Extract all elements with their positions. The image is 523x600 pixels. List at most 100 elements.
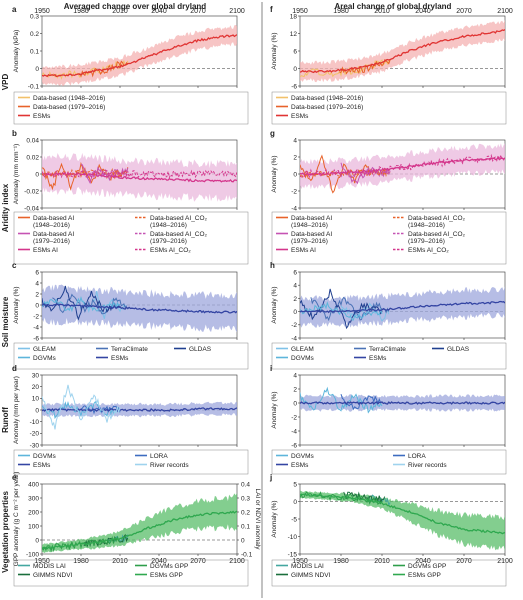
row-title-aridity: Aridity index — [1, 183, 10, 232]
legend-sublabel: (1948–2016) — [33, 222, 70, 229]
series-line-esms-ai — [42, 172, 237, 183]
legend-label: Data-based (1979–2016) — [33, 104, 105, 111]
legend-box — [13, 91, 249, 125]
legend-label: GLDAS — [447, 346, 470, 353]
y-tick-label: 300 — [28, 495, 39, 502]
legend-label: GLEAM — [291, 346, 314, 353]
panel-letter-f: f — [270, 5, 273, 14]
series-line-dgvms-gpp — [300, 491, 383, 505]
x-tick-label-bottom: 1980 — [333, 558, 349, 565]
series-line-data-based-ai-co-1979-2016- — [340, 168, 391, 178]
y-tick-label-right: 0 — [241, 537, 245, 544]
y-tick-label: -4 — [291, 205, 297, 212]
y-tick-label-right: 0.1 — [241, 523, 250, 530]
x-tick-label-top: 2040 — [151, 8, 167, 15]
y-tick-label: 4 — [293, 137, 297, 144]
y-tick-label: -2 — [291, 414, 297, 421]
y-tick-label: -4 — [33, 324, 39, 331]
x-tick-label-bottom: 2010 — [112, 558, 128, 565]
series-line-esms — [300, 300, 505, 314]
x-tick-label-top: 2070 — [456, 8, 472, 15]
y-tick-label: 400 — [28, 481, 39, 488]
y-tick-label: 0.3 — [30, 13, 39, 20]
x-tick-label-top: 2010 — [112, 8, 128, 15]
series-line-gldas — [300, 288, 383, 330]
legend-sublabel: (1948–2016) — [291, 222, 328, 229]
y-tick-label: -20 — [30, 431, 40, 438]
y-tick-label: -4 — [291, 335, 297, 342]
y-axis-label: Anomaly (kPa) — [13, 30, 20, 73]
row-title-vegetation: Vegetation properties — [1, 491, 10, 573]
panel-f: f 1950 1980 2010 2040 2070 2100 -6 0 6 12 18 Anomaly… — [270, 5, 513, 125]
plot-area — [42, 384, 237, 430]
panel-letter-h: h — [270, 261, 275, 270]
legend-label: GIMMS NDVI — [33, 572, 73, 579]
x-tick-label-bottom: 2100 — [229, 558, 245, 565]
series-line-terraclimate — [310, 296, 390, 322]
y-tick-label: 200 — [28, 509, 39, 516]
panel-letter-e: e — [12, 473, 17, 482]
legend-sublabel: (1979–2016) — [291, 238, 328, 245]
plot-area — [42, 152, 237, 202]
y-tick-label: 18 — [290, 13, 298, 20]
y-tick-label: 0 — [35, 66, 39, 73]
series-line-river-records — [42, 384, 121, 430]
legend-label: ESMs — [111, 355, 129, 362]
y-tick-label: -2 — [33, 313, 39, 320]
legend-label: MODIS LAI — [291, 563, 324, 570]
band-esms — [300, 19, 505, 83]
y-tick-label: -6 — [291, 83, 297, 90]
y-tick-label: 0 — [35, 171, 39, 178]
y-tick-label: 6 — [293, 48, 297, 55]
y-tick-label: 100 — [28, 523, 39, 530]
y-tick-label: -4 — [291, 428, 297, 435]
x-tick-label-bottom: 2010 — [374, 558, 390, 565]
series-line-esms — [300, 29, 505, 74]
plot-area — [300, 143, 505, 194]
legend-label: ESMs AI — [33, 247, 58, 254]
panels-group: a 1950 1980 2010 2040 2070 2100-0.100.10.20.3A… — [12, 5, 513, 587]
y-tick-label-right: 0.3 — [241, 495, 250, 502]
y-tick-label: 0.02 — [26, 154, 39, 161]
legend-label: TerraClimate — [369, 346, 406, 353]
series-line-esms-ai-co- — [42, 169, 237, 179]
y-axis-label: Anomaly (mm mm⁻¹) — [13, 144, 20, 204]
y-axis-label: Anomaly (%) — [13, 286, 20, 323]
band-esms-gpp — [42, 493, 237, 553]
legend-sublabel: (1948–2016) — [408, 222, 445, 229]
panel-letter-b: b — [12, 129, 17, 138]
row-title-vpd: VPD — [1, 74, 10, 91]
plot-area — [300, 286, 505, 330]
plot-area — [300, 386, 505, 414]
legend-sublabel: (1979–2016) — [150, 238, 187, 245]
legend-label: LORA — [408, 453, 426, 460]
plot-area — [42, 493, 237, 553]
legend-box — [271, 91, 507, 125]
legend-label: Data-based AI_CO₂ — [408, 215, 466, 222]
legend-label: MODIS LAI — [33, 563, 66, 570]
series-line-esms-ai-co- — [300, 153, 505, 179]
panel-i: i -6 -4 -2 0 2 4 Anomaly (%) DGVMs LORA ESMs River … — [270, 364, 507, 475]
legend-label: ESMs — [33, 462, 51, 469]
panel-letter-c: c — [12, 261, 17, 270]
series-line-gleam — [80, 290, 127, 319]
series-line-data-based-ai-1948-2016- — [42, 161, 129, 191]
legend-box — [13, 449, 249, 475]
y-tick-label: -30 — [30, 442, 40, 449]
legend-label: DGVMs GPP — [408, 563, 446, 570]
x-tick-label-top: 2010 — [374, 8, 390, 15]
x-tick-label-top: 1980 — [73, 8, 89, 15]
plot-area — [300, 19, 505, 83]
y-tick-label: -15 — [288, 551, 298, 558]
y-tick-label: 0 — [293, 499, 297, 506]
y-tick-label: -2 — [291, 322, 297, 329]
x-tick-label-bottom: 2100 — [497, 558, 513, 565]
x-tick-label-bottom: 2040 — [151, 558, 167, 565]
x-tick-label-bottom: 2070 — [190, 558, 206, 565]
panel-letter-a: a — [12, 5, 17, 14]
y-axis-label: Anomaly (mm per year) — [13, 376, 20, 444]
x-tick-label-bottom: 1980 — [73, 558, 89, 565]
y-tick-label-right: 0.4 — [241, 481, 250, 488]
y-axis-label: Anomaly (%) — [271, 32, 278, 69]
